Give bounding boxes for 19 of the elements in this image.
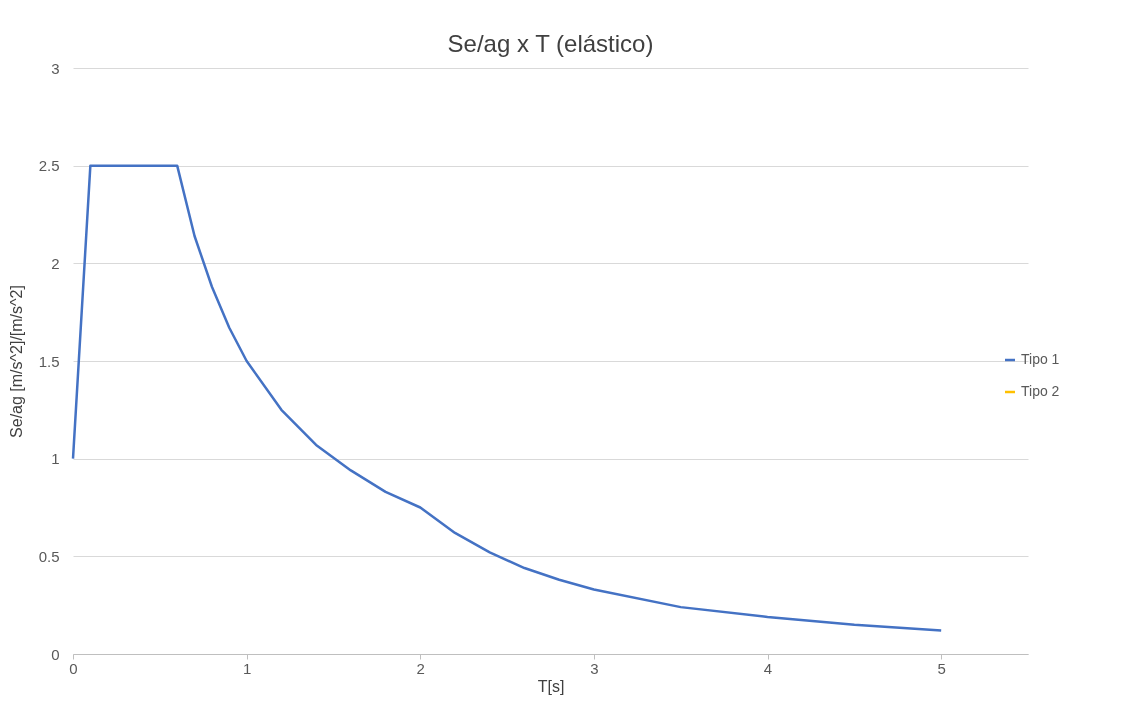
y-tick-label: 0 bbox=[51, 645, 60, 663]
y-axis-title: Se/ag [m/s^2]/[m/s^2] bbox=[7, 285, 25, 438]
y-tick-label: 0.5 bbox=[38, 547, 60, 565]
y-tick-label: 1 bbox=[51, 450, 60, 468]
y-tick-label: 1.5 bbox=[38, 352, 60, 370]
chart-title: Se/ag x T (elástico) bbox=[447, 30, 654, 57]
x-axis-title: T[s] bbox=[537, 677, 565, 695]
line-series bbox=[71, 164, 943, 632]
x-tick-label: 0 bbox=[69, 659, 78, 677]
legend-label: Tipo 1 bbox=[1021, 351, 1060, 367]
x-tick-label: 2 bbox=[416, 659, 425, 677]
y-tick-label: 3 bbox=[51, 59, 60, 77]
y-tick-label: 2 bbox=[51, 254, 60, 272]
legend-label: Tipo 2 bbox=[1021, 383, 1060, 399]
y-tick-label: 2.5 bbox=[38, 157, 60, 175]
x-tick-label: 3 bbox=[590, 659, 599, 677]
x-tick-label: 5 bbox=[937, 659, 946, 677]
x-tick-label: 4 bbox=[763, 659, 773, 677]
x-tick-label: 1 bbox=[242, 659, 252, 677]
